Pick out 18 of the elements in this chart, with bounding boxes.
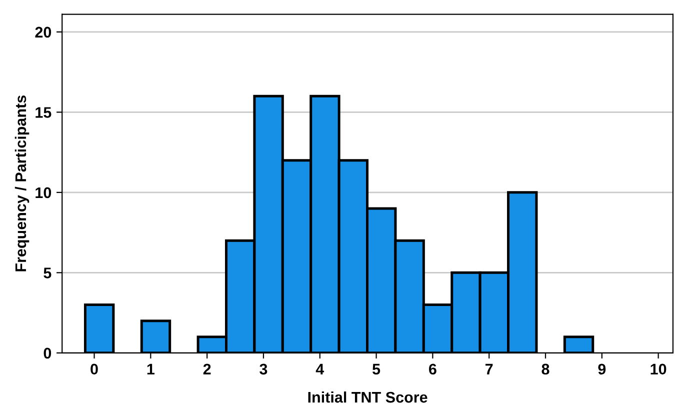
y-tick-label: 0 <box>44 348 52 359</box>
y-tick-label: 15 <box>36 107 52 118</box>
y-tick-label: 20 <box>35 26 52 38</box>
y-axis-title: Frequency / Participants <box>14 95 30 272</box>
x-axis-title: Initial TNT Score <box>308 391 428 403</box>
x-tick-label: 2 <box>203 364 211 374</box>
x-tick-label: 7 <box>486 364 493 374</box>
x-tick-label: 3 <box>260 364 268 375</box>
x-tick-label: 6 <box>428 364 436 375</box>
x-tick-label: 5 <box>372 364 380 375</box>
x-tick-label: 0 <box>90 364 98 375</box>
x-tick-label: 1 <box>147 364 154 374</box>
x-tick-label: 9 <box>598 364 606 375</box>
x-tick-label: 4 <box>316 364 324 374</box>
x-tick-label: 10 <box>650 364 666 375</box>
x-tick-label: 8 <box>542 364 550 375</box>
y-tick-label: 5 <box>44 268 52 278</box>
y-tick-label: 10 <box>36 187 52 198</box>
